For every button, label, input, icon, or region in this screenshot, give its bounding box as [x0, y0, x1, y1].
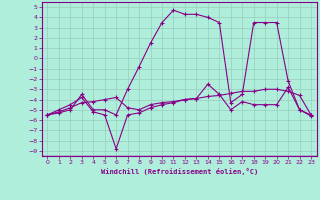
X-axis label: Windchill (Refroidissement éolien,°C): Windchill (Refroidissement éolien,°C) [100, 168, 258, 175]
